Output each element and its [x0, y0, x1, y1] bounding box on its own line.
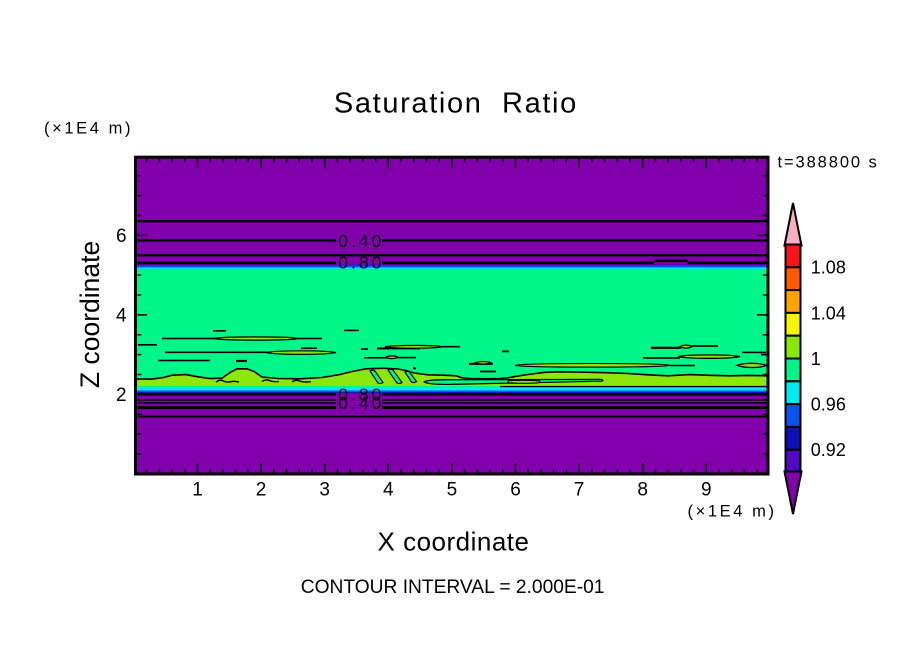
svg-text:(×1E4 m): (×1E4 m) — [44, 120, 133, 138]
svg-text:1.08: 1.08 — [811, 258, 846, 278]
svg-text:2: 2 — [116, 385, 127, 406]
svg-text:3: 3 — [319, 479, 330, 500]
svg-text:t=388800 s: t=388800 s — [778, 153, 879, 171]
svg-text:1: 1 — [811, 349, 821, 369]
svg-text:0.80: 0.80 — [338, 253, 384, 273]
svg-text:CONTOUR INTERVAL = 2.000E-01: CONTOUR INTERVAL = 2.000E-01 — [301, 577, 605, 598]
svg-text:0.40: 0.40 — [338, 393, 384, 413]
svg-text:6: 6 — [510, 479, 521, 500]
svg-text:0.80: 0.80 — [338, 384, 384, 404]
svg-text:0.92: 0.92 — [811, 440, 846, 460]
svg-text:9: 9 — [701, 479, 712, 500]
svg-text:0.40: 0.40 — [338, 231, 384, 251]
svg-text:1.04: 1.04 — [811, 303, 846, 323]
svg-text:0.96: 0.96 — [811, 395, 846, 415]
svg-text:Z coordinate: Z coordinate — [75, 241, 105, 388]
svg-text:8: 8 — [637, 479, 648, 500]
svg-text:Saturation Ratio: Saturation Ratio — [334, 88, 578, 120]
svg-text:4: 4 — [116, 306, 127, 327]
svg-text:X coordinate: X coordinate — [378, 526, 530, 556]
svg-text:4: 4 — [383, 479, 394, 500]
svg-text:6: 6 — [116, 226, 127, 247]
svg-text:(×1E4 m): (×1E4 m) — [688, 503, 777, 521]
svg-text:1: 1 — [192, 479, 203, 500]
svg-text:5: 5 — [447, 479, 458, 500]
svg-text:2: 2 — [256, 479, 267, 500]
svg-text:7: 7 — [574, 479, 585, 500]
